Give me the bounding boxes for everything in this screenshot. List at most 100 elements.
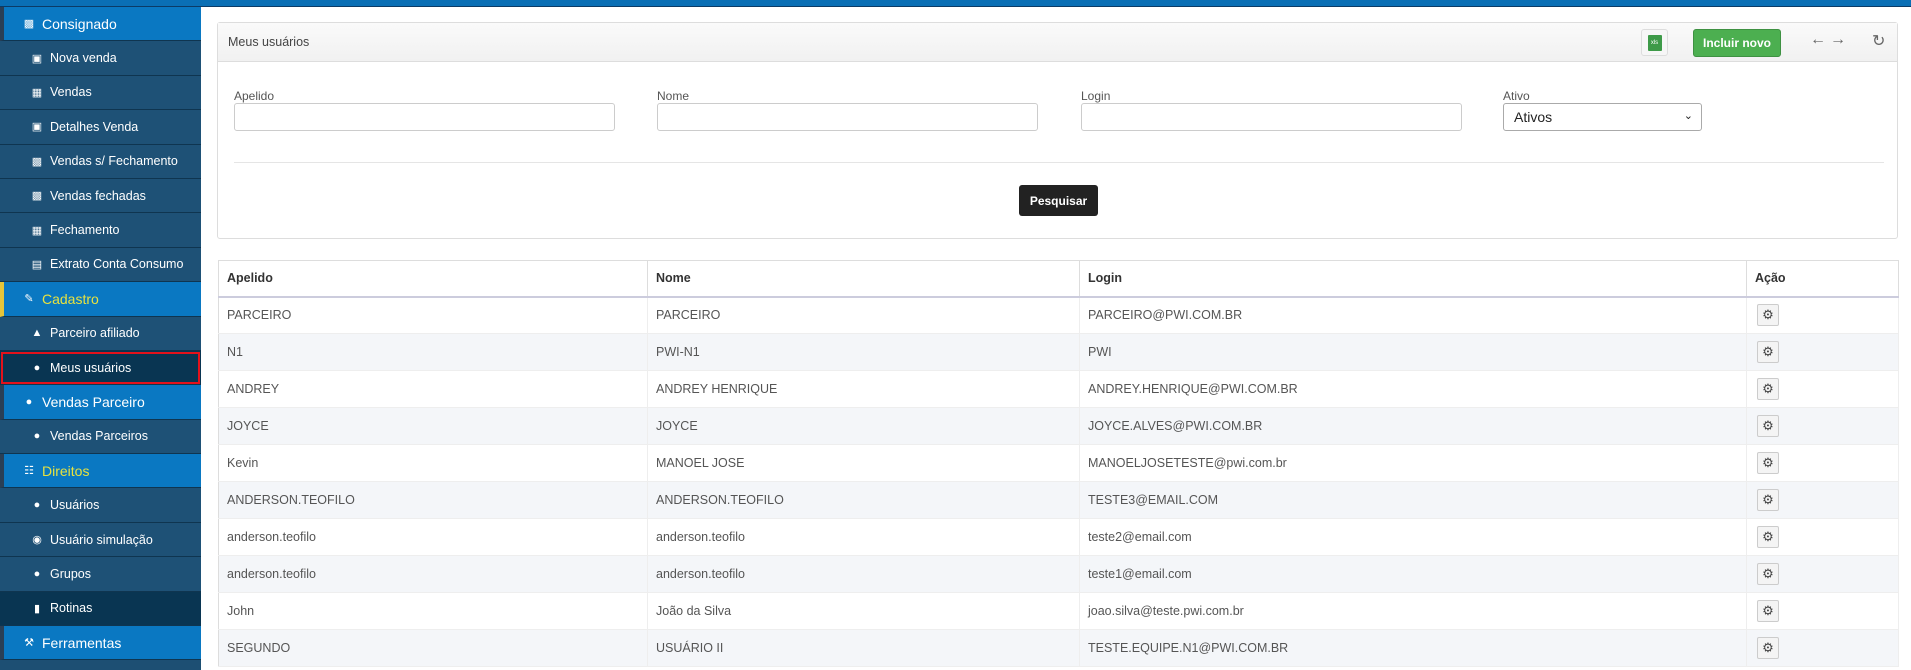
briefcase-icon: ▩ bbox=[31, 190, 43, 203]
search-button[interactable]: Pesquisar bbox=[1019, 185, 1098, 216]
sidebar-item-label: Ferramentas bbox=[42, 634, 122, 651]
export-excel-button[interactable]: xls bbox=[1641, 29, 1668, 56]
header-apelido[interactable]: Apelido bbox=[218, 260, 648, 298]
sidebar-item-grupos[interactable]: ● Grupos bbox=[0, 557, 201, 592]
sidebar-item-fechamento[interactable]: ▦ Fechamento bbox=[0, 213, 201, 248]
cell-login: PWI bbox=[1079, 333, 1747, 371]
cell-nome: JOYCE bbox=[647, 407, 1080, 445]
cell-nome: ANDERSON.TEOFILO bbox=[647, 481, 1080, 519]
header-login[interactable]: Login bbox=[1079, 260, 1747, 298]
user-icon: ● bbox=[33, 499, 41, 512]
sidebar-item-ferramentas[interactable]: ⚒ Ferramentas bbox=[0, 626, 201, 661]
cell-apelido: anderson.teofilo bbox=[218, 555, 648, 593]
eye-icon: ◉ bbox=[32, 534, 42, 547]
sidebar-item-label: Grupos bbox=[50, 566, 91, 581]
table-row: Kevin MANOEL JOSE MANOELJOSETESTE@pwi.com.… bbox=[218, 444, 1899, 482]
divider bbox=[234, 162, 1884, 163]
cell-login: ANDREY.HENRIQUE@PWI.COM.BR bbox=[1079, 370, 1747, 408]
nome-label: Nome bbox=[657, 89, 690, 103]
cell-login: joao.silva@teste.pwi.com.br bbox=[1079, 592, 1747, 630]
cell-apelido: John bbox=[218, 592, 648, 630]
cell-login: teste1@email.com bbox=[1079, 555, 1747, 593]
gear-icon[interactable]: ⚙ bbox=[1757, 489, 1779, 511]
cell-login: TESTE.EQUIPE.N1@PWI.COM.BR bbox=[1079, 629, 1747, 667]
sidebar-item-vendas-parceiro[interactable]: ● Vendas Parceiro bbox=[0, 385, 201, 420]
sidebar-item-label: Usuário simulação bbox=[50, 532, 153, 547]
sidebar-item-detalhes-venda[interactable]: ▣ Detalhes Venda bbox=[0, 110, 201, 145]
header-nome[interactable]: Nome bbox=[647, 260, 1080, 298]
cell-apelido: Kevin bbox=[218, 444, 648, 482]
apelido-input[interactable] bbox=[234, 103, 615, 131]
sidebar-item-label: Nova venda bbox=[50, 51, 117, 66]
calendar-icon: ▦ bbox=[31, 224, 43, 237]
arrow-right-icon[interactable]: → bbox=[1830, 31, 1850, 48]
sidebar-item-label: Direitos bbox=[42, 462, 90, 479]
gear-icon[interactable]: ⚙ bbox=[1757, 563, 1779, 585]
gear-icon[interactable]: ⚙ bbox=[1757, 452, 1779, 474]
ativo-value: Ativos bbox=[1514, 109, 1553, 125]
sidebar-item-meus-usuarios[interactable]: ● Meus usuários bbox=[0, 350, 201, 386]
cell-acao: ⚙ bbox=[1746, 296, 1899, 334]
sidebar-item-vendas-fechadas[interactable]: ▩ Vendas fechadas bbox=[0, 178, 201, 214]
excel-icon: xls bbox=[1647, 34, 1662, 51]
ativo-select[interactable]: Ativos ⌄ bbox=[1503, 103, 1702, 131]
sidebar-item-usuario-simulacao[interactable]: ◉ Usuário simulação bbox=[0, 522, 201, 558]
sidebar: ▩ Consignado ▣ Nova venda ▦ Vendas ▣ Detalhes V… bbox=[0, 7, 201, 670]
table-row: ANDREY ANDREY HENRIQUE ANDREY.HENRIQUE@PWI… bbox=[218, 370, 1899, 408]
sidebar-item-label: Vendas fechadas bbox=[50, 188, 146, 203]
sitemap-icon: ▲ bbox=[31, 327, 43, 340]
add-new-button[interactable]: Incluir novo bbox=[1693, 29, 1781, 57]
cell-acao: ⚙ bbox=[1746, 370, 1899, 408]
sidebar-item-extrato-conta-consumo[interactable]: ▤ Extrato Conta Consumo bbox=[0, 247, 201, 283]
cell-nome: João da Silva bbox=[647, 592, 1080, 630]
arrow-left-icon[interactable]: ← bbox=[1810, 31, 1830, 48]
users-table: Apelido Nome Login Ação PARCEIRO PARCEIRO… bbox=[218, 260, 1899, 667]
login-label: Login bbox=[1081, 89, 1111, 103]
gear-icon[interactable]: ⚙ bbox=[1757, 526, 1779, 548]
gear-icon[interactable]: ⚙ bbox=[1757, 415, 1779, 437]
cell-apelido: PARCEIRO bbox=[218, 296, 648, 334]
login-input[interactable] bbox=[1081, 103, 1462, 131]
cell-nome: USUÁRIO II bbox=[647, 629, 1080, 667]
sidebar-item-cadastro[interactable]: ✎ Cadastro bbox=[0, 282, 201, 317]
sidebar-item-direitos[interactable]: ☷ Direitos bbox=[0, 454, 201, 489]
users-icon: ● bbox=[25, 395, 33, 408]
cell-acao: ⚙ bbox=[1746, 555, 1899, 593]
sidebar-item-vendas[interactable]: ▦ Vendas bbox=[0, 75, 201, 111]
nav-arrows: ←→ bbox=[1810, 31, 1850, 49]
refresh-icon[interactable]: ↻ bbox=[1872, 33, 1886, 50]
wrench-icon: ⚒ bbox=[24, 637, 34, 650]
sidebar-item-usuarios[interactable]: ● Usuários bbox=[0, 488, 201, 523]
table-icon: ▦ bbox=[31, 86, 43, 99]
table-row: SEGUNDO USUÁRIO II TESTE.EQUIPE.N1@PWI.COM… bbox=[218, 629, 1899, 667]
table-row: PARCEIRO PARCEIRO PARCEIRO@PWI.COM.BR ⚙ bbox=[218, 296, 1899, 334]
sidebar-item-parceiro-afiliado[interactable]: ▲ Parceiro afiliado bbox=[0, 316, 201, 351]
cell-login: TESTE3@EMAIL.COM bbox=[1079, 481, 1747, 519]
cell-nome: PARCEIRO bbox=[647, 296, 1080, 334]
sidebar-item-vendas-parceiros[interactable]: ● Vendas Parceiros bbox=[0, 419, 201, 455]
gear-icon[interactable]: ⚙ bbox=[1757, 637, 1779, 659]
sidebar-item-label: Consignado bbox=[42, 15, 117, 32]
gear-icon[interactable]: ⚙ bbox=[1757, 304, 1779, 327]
gear-icon[interactable]: ⚙ bbox=[1757, 600, 1779, 622]
cell-nome: anderson.teofilo bbox=[647, 555, 1080, 593]
gear-icon[interactable]: ⚙ bbox=[1757, 341, 1779, 363]
cell-nome: ANDREY HENRIQUE bbox=[647, 370, 1080, 408]
cell-nome: anderson.teofilo bbox=[647, 518, 1080, 556]
cell-acao: ⚙ bbox=[1746, 518, 1899, 556]
cell-apelido: SEGUNDO bbox=[218, 629, 648, 667]
sidebar-item-rotinas[interactable]: ▮ Rotinas bbox=[0, 591, 201, 627]
gear-icon[interactable]: ⚙ bbox=[1757, 378, 1779, 400]
sidebar-item-label: Vendas Parceiros bbox=[50, 429, 148, 444]
sidebar-item-vendas-s-fechamento[interactable]: ▩ Vendas s/ Fechamento bbox=[0, 144, 201, 179]
cell-apelido: anderson.teofilo bbox=[218, 518, 648, 556]
nome-input[interactable] bbox=[657, 103, 1038, 131]
table-row: N1 PWI-N1 PWI ⚙ bbox=[218, 333, 1899, 371]
sidebar-item-consignado[interactable]: ▩ Consignado bbox=[0, 7, 201, 42]
ativo-label: Ativo bbox=[1503, 89, 1530, 103]
sidebar-item-nova-venda[interactable]: ▣ Nova venda bbox=[0, 41, 201, 76]
briefcase-icon: ▩ bbox=[31, 155, 43, 168]
cell-acao: ⚙ bbox=[1746, 592, 1899, 630]
table-row: JOYCE JOYCE JOYCE.ALVES@PWI.COM.BR ⚙ bbox=[218, 407, 1899, 445]
sidebar-item-label: Rotinas bbox=[50, 601, 93, 616]
